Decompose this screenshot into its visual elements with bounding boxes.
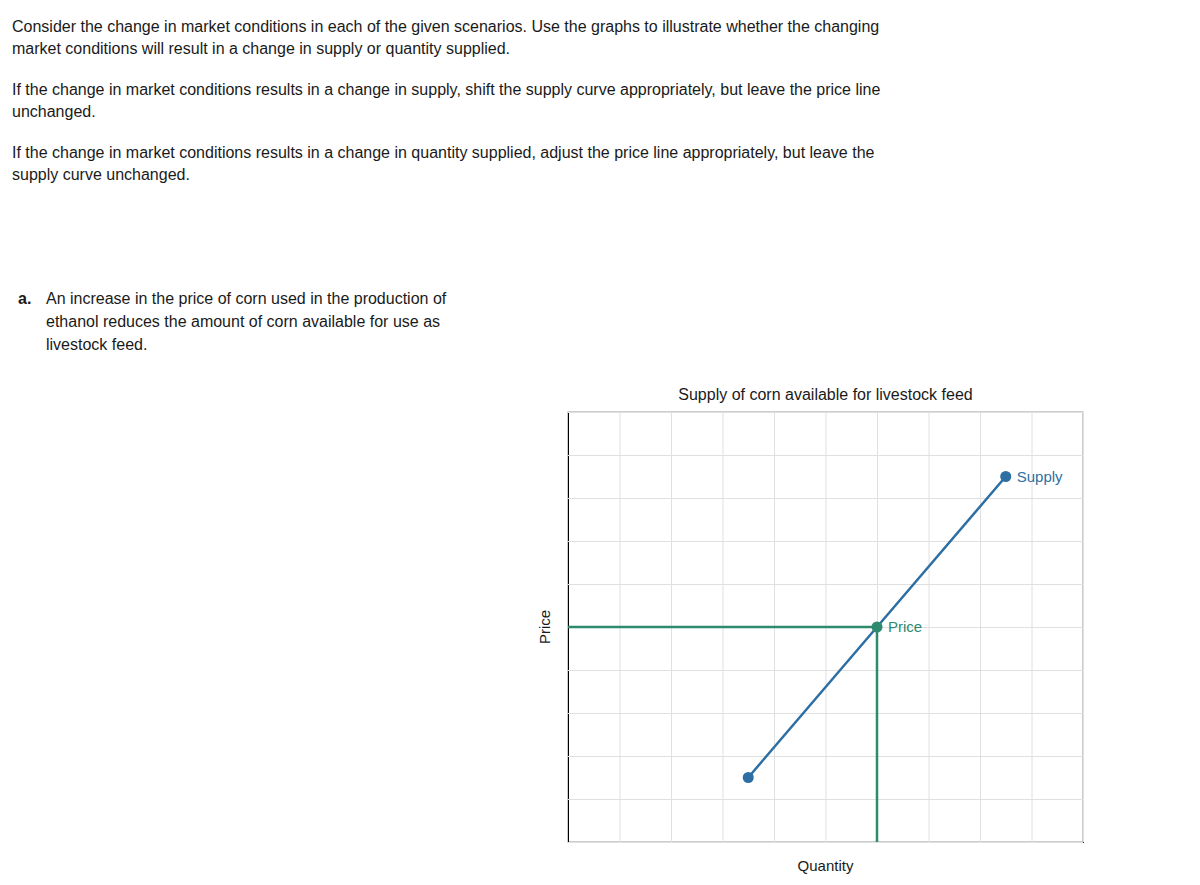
chart-page: Consider the change in market conditions… bbox=[0, 0, 1200, 885]
tick bbox=[568, 584, 1083, 585]
grid-line bbox=[568, 455, 1083, 456]
intro-text: Consider the change in market conditions… bbox=[12, 18, 880, 183]
intro-line: Consider the change in market conditions… bbox=[12, 18, 879, 35]
grid-line bbox=[568, 842, 1083, 843]
grid-line bbox=[568, 541, 1083, 542]
scenario: a. An increase in the price of corn used … bbox=[18, 290, 447, 353]
intro-line: unchanged. bbox=[12, 103, 96, 120]
tick bbox=[877, 412, 878, 842]
intro-line: market conditions will result in a chang… bbox=[12, 40, 510, 57]
intro-line: If the change in market conditions resul… bbox=[12, 144, 875, 161]
grid-line bbox=[877, 412, 878, 842]
axis-line bbox=[569, 412, 1084, 843]
grid-line bbox=[568, 799, 1083, 800]
x-axis-title: Quantity bbox=[798, 857, 854, 874]
plot-frame bbox=[568, 412, 1083, 842]
scenario-line: ethanol reduces the amount of corn avail… bbox=[46, 313, 440, 330]
tick bbox=[568, 670, 1083, 671]
tick bbox=[568, 842, 1083, 843]
series-label: Supply bbox=[1017, 468, 1063, 485]
series-label: Price bbox=[888, 618, 922, 635]
y-axis-title: Price bbox=[536, 610, 553, 644]
scenario-line: livestock feed. bbox=[46, 336, 147, 353]
series-labels: Supply Price bbox=[888, 468, 1063, 636]
grid-line bbox=[568, 756, 1083, 757]
tick bbox=[568, 541, 1083, 542]
grid-line bbox=[1083, 412, 1084, 842]
grid-line bbox=[568, 584, 1083, 585]
tick bbox=[568, 756, 1083, 757]
scenario-label: a. bbox=[18, 290, 31, 307]
series-line bbox=[876, 627, 879, 842]
marks bbox=[568, 471, 1011, 842]
grid-line bbox=[568, 670, 1083, 671]
grid-line bbox=[568, 627, 1083, 628]
tick bbox=[568, 498, 1083, 499]
intro-line: If the change in market conditions resul… bbox=[12, 81, 880, 98]
axis-line bbox=[569, 413, 1084, 843]
tick bbox=[568, 627, 1083, 628]
grid-line bbox=[568, 412, 1083, 413]
tick bbox=[568, 799, 1083, 800]
grid-line bbox=[568, 498, 1083, 499]
chart-title: Supply of corn available for livestock f… bbox=[678, 386, 972, 403]
tick bbox=[568, 455, 1083, 456]
point bbox=[743, 772, 754, 783]
scenario-line: An increase in the price of corn used in… bbox=[46, 290, 447, 307]
point bbox=[1000, 471, 1011, 482]
intro-line: supply curve unchanged. bbox=[12, 166, 190, 183]
tick bbox=[1083, 412, 1084, 842]
tick bbox=[568, 412, 1083, 413]
x-axis bbox=[569, 412, 1084, 843]
y-axis bbox=[568, 413, 1083, 843]
tick bbox=[568, 713, 1083, 714]
grid-line bbox=[568, 713, 1083, 714]
series-line bbox=[568, 626, 877, 629]
